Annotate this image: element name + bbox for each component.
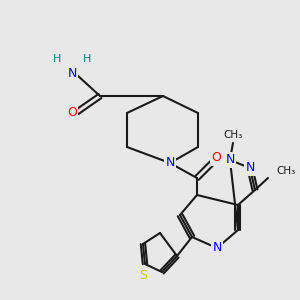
Text: N: N xyxy=(245,161,255,175)
Text: N: N xyxy=(225,154,235,166)
Text: O: O xyxy=(211,152,221,164)
Text: O: O xyxy=(67,106,77,118)
Text: N: N xyxy=(165,157,175,169)
Text: CH₃: CH₃ xyxy=(276,166,295,176)
Text: H: H xyxy=(53,54,61,64)
Text: N: N xyxy=(67,67,77,80)
Text: H: H xyxy=(83,54,91,64)
Text: CH₃: CH₃ xyxy=(224,130,243,140)
Text: S: S xyxy=(139,269,147,283)
Text: N: N xyxy=(212,242,222,254)
